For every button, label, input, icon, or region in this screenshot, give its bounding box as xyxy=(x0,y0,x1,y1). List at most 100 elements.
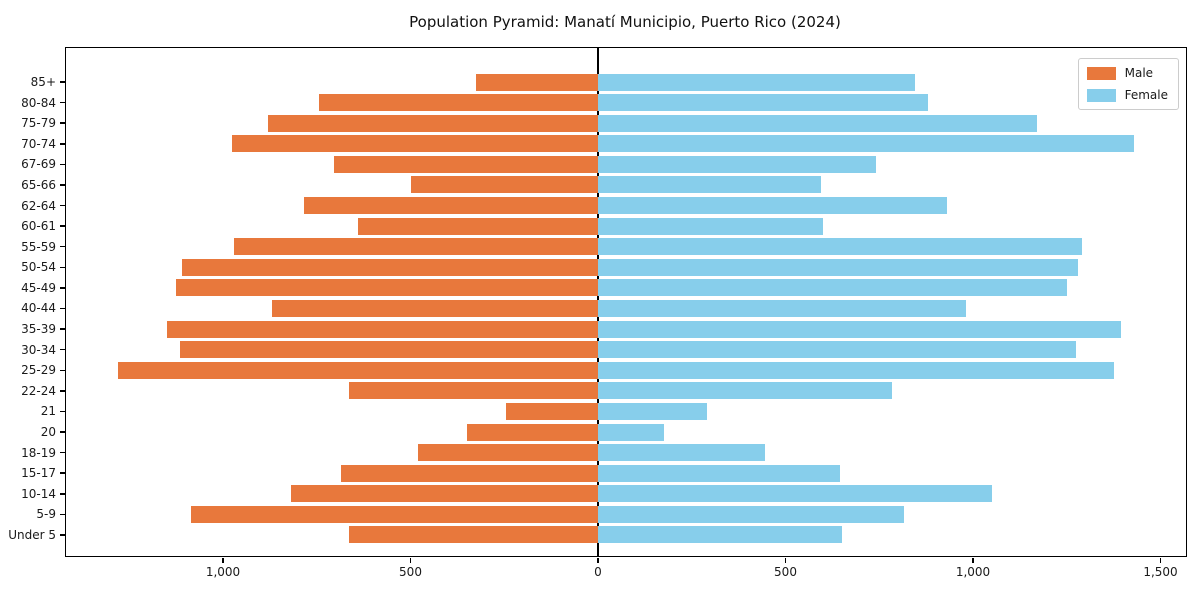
male-bar-65-66 xyxy=(410,176,598,194)
male-bar-18-19 xyxy=(418,444,598,462)
female-bar-75-79 xyxy=(598,114,1037,132)
age-label-62-64: 62-64 xyxy=(21,198,56,213)
age-label-65-66: 65-66 xyxy=(21,177,56,192)
male-bar-35-39 xyxy=(166,320,598,338)
male-bar-67-69 xyxy=(333,155,598,173)
male-bar-10-14 xyxy=(290,485,598,503)
legend-female-label: Female xyxy=(1124,88,1168,102)
female-bar-5-9 xyxy=(598,505,904,523)
y-tick-60-61 xyxy=(59,225,65,227)
male-bar-62-64 xyxy=(303,197,598,215)
age-label-under-5: Under 5 xyxy=(8,527,56,542)
x-tick-label-1: 500 xyxy=(399,565,422,579)
y-tick-18-19 xyxy=(59,451,65,454)
y-tick-65-66 xyxy=(59,184,65,186)
x-tick-label-4: 1,000 xyxy=(955,565,991,579)
female-bar-55-59 xyxy=(598,238,1082,256)
female-bar-35-39 xyxy=(598,320,1122,338)
y-tick-25-29 xyxy=(59,369,65,371)
age-label-85-: 85+ xyxy=(30,75,56,89)
x-tick-4 xyxy=(972,557,974,563)
y-tick-85- xyxy=(59,81,65,83)
age-label-50-54: 50-54 xyxy=(21,260,56,275)
male-bar-25-29 xyxy=(118,361,598,379)
age-label-21: 21 xyxy=(40,404,56,419)
age-label-67-69: 67-69 xyxy=(21,157,56,172)
y-tick-15-17 xyxy=(59,472,65,474)
age-label-25-29: 25-29 xyxy=(21,363,56,378)
y-tick-5-9 xyxy=(59,513,65,516)
female-bar-under-5 xyxy=(598,526,842,544)
age-label-22-24: 22-24 xyxy=(21,383,56,398)
legend-item-male: Male xyxy=(1086,66,1168,80)
male-bar-40-44 xyxy=(271,299,598,317)
female-bar-18-19 xyxy=(598,444,765,462)
y-tick-55-59 xyxy=(59,245,65,248)
x-tick-5 xyxy=(1159,557,1162,563)
legend-male-label: Male xyxy=(1124,66,1154,80)
male-bar-60-61 xyxy=(358,217,598,235)
female-bar-45-49 xyxy=(598,279,1067,297)
x-tick-label-2: 0 xyxy=(594,565,602,579)
female-bar-25-29 xyxy=(598,361,1114,379)
y-tick-10-14 xyxy=(59,493,65,495)
age-label-80-84: 80-84 xyxy=(21,95,56,110)
male-bar-70-74 xyxy=(232,135,598,153)
female-bar-21 xyxy=(598,402,707,420)
x-tick-label-5: 1,500 xyxy=(1143,565,1178,579)
female-bar-40-44 xyxy=(598,299,966,317)
female-bar-30-34 xyxy=(598,341,1077,359)
age-label-20: 20 xyxy=(40,425,56,440)
y-tick-30-34 xyxy=(59,348,65,351)
male-bar-45-49 xyxy=(176,279,598,297)
y-tick-50-54 xyxy=(59,266,65,269)
male-bar-20 xyxy=(466,423,598,441)
legend-item-female: Female xyxy=(1086,88,1168,102)
x-tick-label-3: 500 xyxy=(774,565,797,579)
y-tick-35-39 xyxy=(59,328,65,330)
y-tick-22-24 xyxy=(59,390,65,392)
y-tick-21 xyxy=(59,410,65,413)
male-bar-55-59 xyxy=(234,238,598,256)
age-label-60-61: 60-61 xyxy=(21,219,56,234)
y-tick-70-74 xyxy=(59,143,65,145)
age-label-75-79: 75-79 xyxy=(21,116,56,131)
age-label-15-17: 15-17 xyxy=(21,466,56,481)
y-tick-45-49 xyxy=(59,287,65,289)
female-bar-50-54 xyxy=(598,258,1078,276)
female-bar-60-61 xyxy=(598,217,823,235)
y-tick-67-69 xyxy=(59,163,65,166)
plot-area: 85+ 80-84 75-79 70-74 67-69 65-66 62-64 60-61 55… xyxy=(8,47,1187,579)
age-label-55-59: 55-59 xyxy=(21,239,56,254)
male-bar-50-54 xyxy=(181,258,598,276)
chart-title: Population Pyramid: Manatí Municipio, Pu… xyxy=(409,13,841,31)
female-bar-67-69 xyxy=(598,155,876,173)
legend: Male Female xyxy=(1077,58,1179,110)
legend-female-swatch-icon xyxy=(1086,88,1116,102)
male-bar-21 xyxy=(506,402,598,420)
male-bar-30-34 xyxy=(179,341,598,359)
y-tick-75-79 xyxy=(59,122,65,124)
female-bar-22-24 xyxy=(598,382,893,400)
x-tick-3 xyxy=(784,557,787,563)
y-tick-under-5 xyxy=(59,534,65,536)
male-bar-80-84 xyxy=(318,94,598,112)
female-bar-70-74 xyxy=(598,135,1135,153)
age-label-10-14: 10-14 xyxy=(21,486,56,501)
x-tick-0 xyxy=(222,557,224,563)
x-tick-label-0: 1,000 xyxy=(205,565,241,579)
male-bar-under-5 xyxy=(348,526,598,544)
age-label-70-74: 70-74 xyxy=(21,136,56,151)
age-label-35-39: 35-39 xyxy=(21,322,56,337)
y-tick-40-44 xyxy=(59,307,65,310)
age-label-5-9: 5-9 xyxy=(36,507,56,522)
age-label-18-19: 18-19 xyxy=(21,445,56,460)
male-bar-85- xyxy=(476,73,598,91)
x-tick-2 xyxy=(597,557,599,563)
male-bar-75-79 xyxy=(268,114,598,132)
male-bar-5-9 xyxy=(191,505,598,523)
female-bar-15-17 xyxy=(598,464,840,482)
y-tick-62-64 xyxy=(59,204,65,207)
female-bar-20 xyxy=(598,423,664,441)
